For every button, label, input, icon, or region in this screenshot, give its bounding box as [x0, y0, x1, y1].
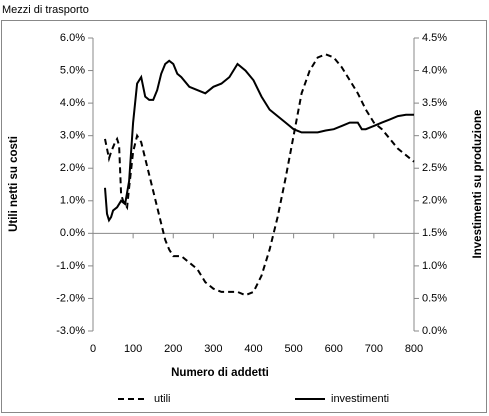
- x-tick-label: 200: [164, 343, 182, 355]
- x-tick-label: 600: [325, 343, 343, 355]
- y2-axis-title: Investimenti su produzione: [472, 110, 484, 259]
- x-tick-label: 100: [124, 343, 142, 355]
- y2-tick-label: 1.0%: [422, 260, 447, 272]
- y2-tick-label: 2.0%: [422, 195, 447, 207]
- chart-title: Mezzi di trasporto: [2, 4, 89, 16]
- legend-label: utili: [154, 393, 171, 405]
- x-tick-label: 500: [284, 343, 302, 355]
- y2-tick-label: 4.0%: [422, 64, 447, 76]
- y2-tick-label: 3.0%: [422, 130, 447, 142]
- x-axis-title: Numero di addetti: [171, 367, 269, 379]
- y-tick-label: 2.0%: [60, 162, 85, 174]
- x-tick-label: 400: [244, 343, 262, 355]
- y-tick-label: 6.0%: [60, 32, 85, 44]
- y-tick-label: 3.0%: [60, 130, 85, 142]
- y-axis-title: Utili netti su costi: [8, 136, 20, 232]
- y-tick-label: -1.0%: [56, 260, 85, 272]
- legend-label: investimenti: [331, 393, 389, 405]
- x-tick-label: 0: [90, 343, 96, 355]
- series-line: [104, 59, 414, 223]
- y-tick-label: 4.0%: [60, 97, 85, 109]
- x-tick-label: 300: [204, 343, 222, 355]
- y-tick-label: -2.0%: [56, 292, 85, 304]
- y2-tick-label: 4.5%: [422, 32, 447, 44]
- y-tick-label: 1.0%: [60, 195, 85, 207]
- y-tick-label: -3.0%: [56, 325, 85, 337]
- x-tick-label: 700: [365, 343, 383, 355]
- y-tick-label: 0.0%: [60, 227, 85, 239]
- chart-frame: [1, 20, 487, 413]
- y2-tick-label: 3.5%: [422, 97, 447, 109]
- y-tick-label: 5.0%: [60, 64, 85, 76]
- x-tick-label: 800: [405, 343, 423, 355]
- y2-tick-label: 0.5%: [422, 292, 447, 304]
- y2-tick-label: 0.0%: [422, 325, 447, 337]
- y2-tick-label: 2.5%: [422, 162, 447, 174]
- y2-tick-label: 1.5%: [422, 227, 447, 239]
